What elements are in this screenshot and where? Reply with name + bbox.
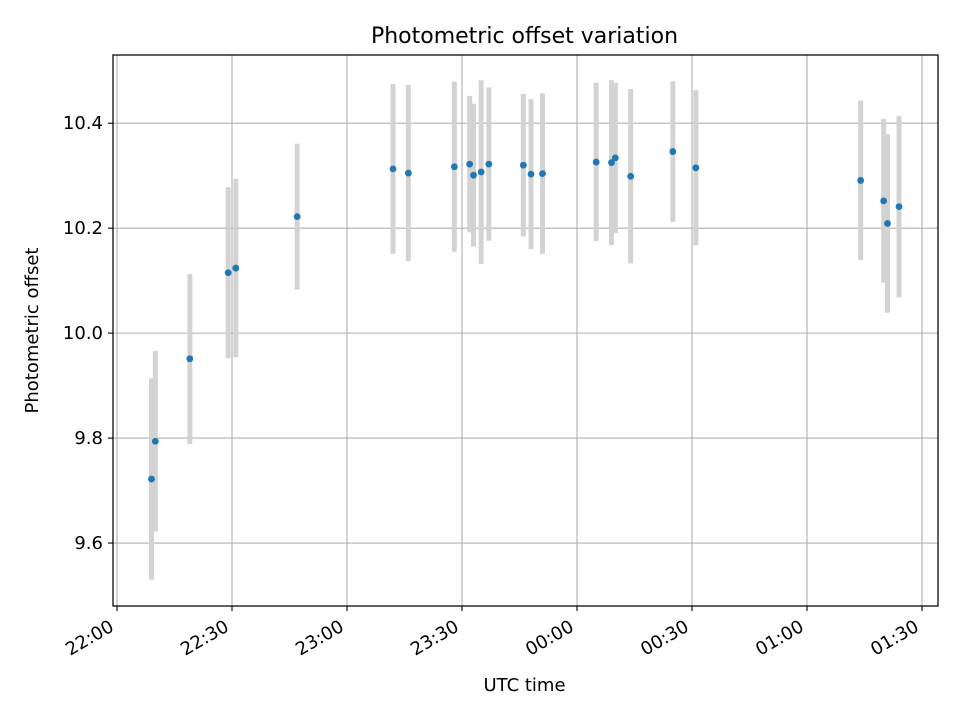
- y-tick-label: 10.0: [63, 323, 103, 344]
- data-point: [592, 158, 600, 166]
- plot-frame: [112, 54, 939, 607]
- y-tick-label: 9.8: [74, 428, 103, 449]
- data-point: [608, 159, 615, 166]
- x-axis-title: UTC time: [483, 675, 565, 696]
- data-point: [527, 170, 535, 178]
- data-point: [895, 203, 903, 211]
- data-point: [477, 168, 485, 176]
- data-point: [470, 171, 477, 179]
- data-point: [857, 177, 865, 184]
- data-point: [466, 160, 474, 168]
- data-points: [148, 148, 903, 483]
- y-tick-label: 10.4: [63, 113, 103, 134]
- data-point: [669, 148, 677, 155]
- data-point: [519, 161, 527, 169]
- data-point: [627, 172, 635, 180]
- data-point: [151, 437, 159, 445]
- chart-title: Photometric offset variation: [371, 24, 678, 49]
- y-tick-label: 9.6: [74, 533, 103, 554]
- grid-lines: [113, 55, 938, 606]
- data-point: [692, 164, 700, 172]
- data-point: [148, 475, 155, 483]
- data-point: [404, 169, 412, 177]
- data-point: [539, 170, 546, 177]
- data-point: [884, 220, 891, 227]
- data-point: [611, 154, 619, 162]
- data-point: [880, 197, 888, 205]
- y-axis-ticks: 9.6 9.8 10.0 10.2 10.4: [63, 113, 113, 554]
- y-axis-title: Photometric offset: [22, 248, 43, 414]
- data-point: [389, 165, 397, 173]
- data-point: [224, 269, 232, 277]
- y-tick-label: 10.2: [63, 218, 103, 239]
- data-point: [293, 213, 301, 221]
- data-point: [450, 163, 458, 171]
- data-point: [485, 160, 493, 168]
- data-point: [186, 355, 194, 363]
- data-point: [232, 264, 240, 272]
